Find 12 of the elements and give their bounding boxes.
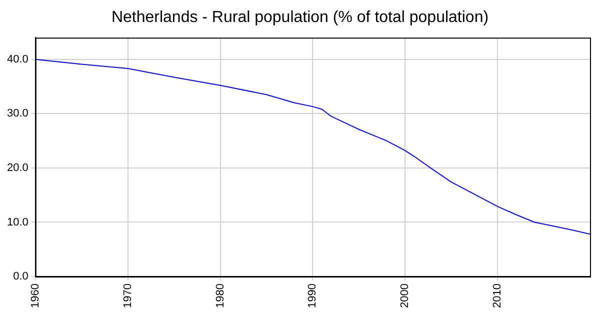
y-tick-label: 20.0 — [6, 162, 28, 174]
chart-title: Netherlands - Rural population (% of total population) — [110, 8, 490, 28]
x-tick-label: 1980 — [214, 284, 226, 308]
x-tick-label: 1990 — [306, 284, 319, 308]
y-tick-label: 30.0 — [6, 108, 28, 120]
x-tick-label: 2000 — [399, 284, 412, 308]
y-tick-label: 10.0 — [6, 216, 28, 228]
y-tick-label: 0.0 — [13, 270, 28, 283]
x-tick-label: 1970 — [122, 284, 134, 308]
x-tick-label: 1960 — [29, 284, 42, 308]
y-tick-label: 40.0 — [6, 53, 28, 66]
x-tick-label: 2010 — [492, 284, 504, 308]
